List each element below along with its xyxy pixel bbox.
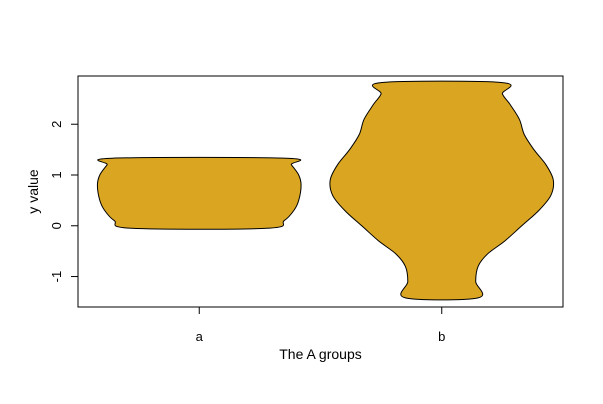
violin-a — [96, 156, 302, 230]
x-axis-title: The A groups — [279, 346, 362, 362]
y-axis-title: y value — [25, 169, 41, 214]
violin-group — [96, 80, 555, 301]
y-axis: -1 0 1 2 — [49, 121, 79, 283]
x-tick-label-b: b — [438, 329, 445, 344]
y-tick-label: 0 — [49, 222, 64, 229]
y-tick-label: -1 — [49, 271, 64, 283]
x-tick-label-a: a — [196, 329, 204, 344]
y-tick-label: 2 — [49, 121, 64, 128]
y-tick-label: 1 — [49, 171, 64, 178]
violin-b — [329, 80, 555, 301]
